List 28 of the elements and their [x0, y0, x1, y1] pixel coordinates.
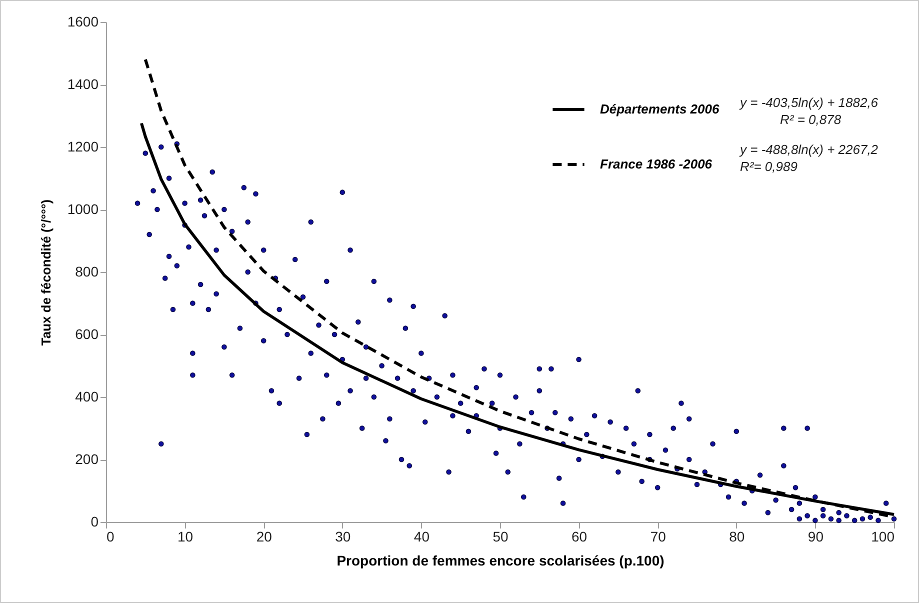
y-tick-label: 600 — [75, 326, 99, 342]
x-tick-label: 10 — [178, 528, 194, 544]
legend-label: France 1986 -2006 — [600, 156, 713, 172]
annotation: R²= 0,989 — [740, 159, 798, 174]
y-tick-label: 200 — [75, 451, 99, 467]
y-tick-label: 1600 — [67, 14, 99, 30]
annotation: y = -403,5ln(x) + 1882,6 — [739, 95, 879, 110]
x-tick-label: 20 — [256, 528, 272, 544]
x-tick-label: 0 — [106, 528, 114, 544]
x-tick-label: 100 — [871, 528, 895, 544]
y-tick-label: 0 — [90, 514, 99, 530]
y-tick-label: 1400 — [67, 76, 99, 92]
annotation: y = -488,8ln(x) + 2267,2 — [739, 142, 879, 157]
y-tick-label: 1000 — [67, 201, 99, 217]
y-tick-label: 800 — [75, 264, 99, 280]
y-axis-title: Taux de fécondité (°/°°°) — [38, 199, 54, 346]
annotation: R² = 0,878 — [780, 112, 842, 127]
x-tick-label: 90 — [808, 528, 824, 544]
x-tick-label: 70 — [650, 528, 666, 544]
x-tick-label: 30 — [335, 528, 351, 544]
legend-label: Départements 2006 — [600, 102, 720, 116]
y-tick-label: 400 — [75, 388, 99, 404]
y-tick-label: 1200 — [67, 138, 99, 154]
x-axis-title: Proportion de femmes encore scolarisées (p.100) — [336, 552, 664, 568]
x-tick-label: 80 — [729, 528, 745, 544]
x-tick-label: 60 — [572, 528, 588, 544]
x-tick-label: 40 — [414, 528, 430, 544]
x-tick-label: 50 — [492, 528, 508, 544]
